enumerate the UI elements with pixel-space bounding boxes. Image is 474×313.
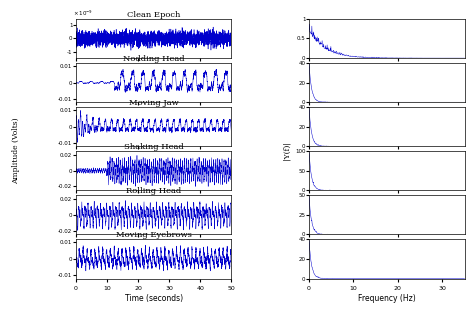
- Title: Shaking Head: Shaking Head: [124, 143, 183, 151]
- Text: Amplitude (Volts): Amplitude (Volts): [12, 117, 20, 183]
- Title: Rolling Head: Rolling Head: [126, 187, 181, 195]
- Title: Nodding Head: Nodding Head: [123, 55, 184, 63]
- Text: |Y(f)|: |Y(f)|: [282, 141, 290, 160]
- Title: Clean Epoch: Clean Epoch: [127, 11, 180, 19]
- X-axis label: Time (seconds): Time (seconds): [125, 294, 182, 303]
- Text: $\times\,10^{-9}$: $\times\,10^{-9}$: [73, 9, 93, 18]
- Title: Moving Eyebrows: Moving Eyebrows: [116, 231, 191, 239]
- X-axis label: Frequency (Hz): Frequency (Hz): [358, 294, 416, 303]
- Title: Moving Jaw: Moving Jaw: [129, 99, 178, 107]
